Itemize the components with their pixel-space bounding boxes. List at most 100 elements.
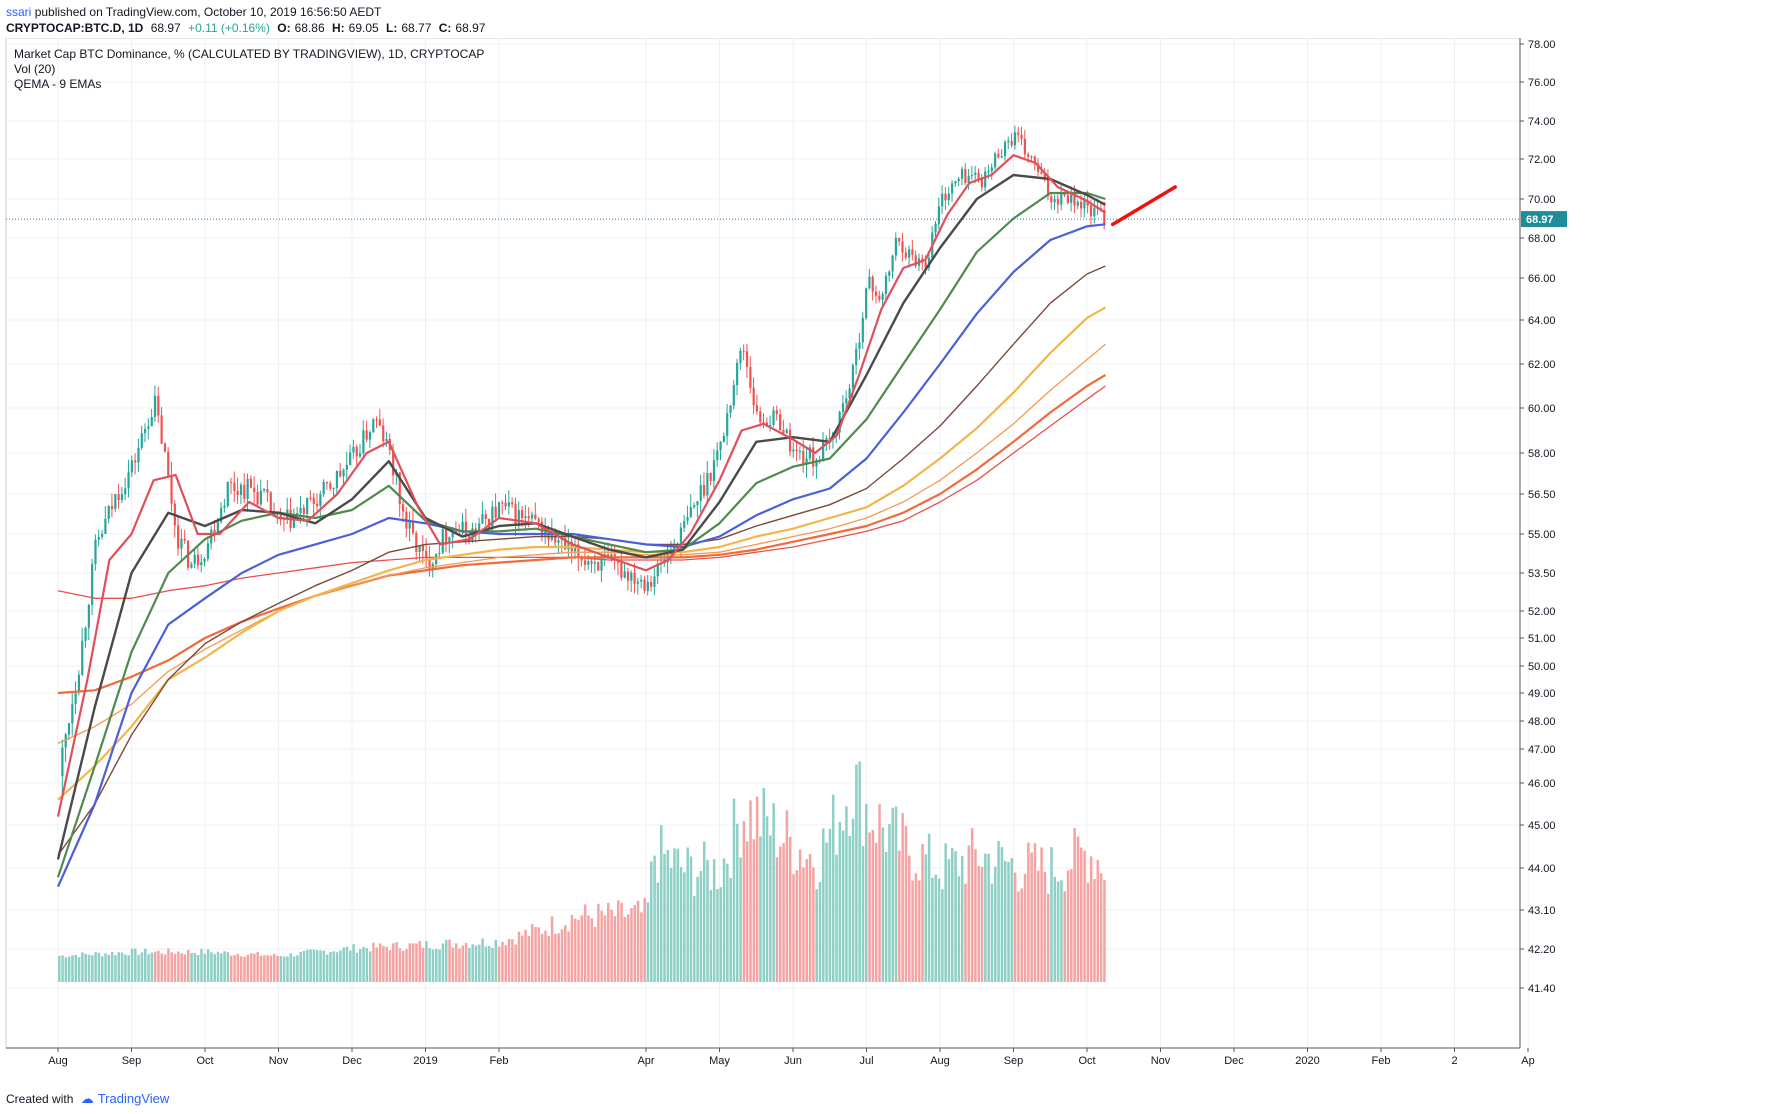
candle-body xyxy=(110,505,114,509)
price-tick-label: 47.00 xyxy=(1528,744,1556,756)
candle-body xyxy=(537,518,540,522)
symbol-name: CRYPTOCAP:BTC.D, 1D xyxy=(6,21,144,35)
candle-body xyxy=(1066,195,1069,203)
candle-body xyxy=(782,429,785,434)
volume-bar xyxy=(709,889,713,982)
volume-bar xyxy=(177,951,180,982)
legend-qema: QEMA - 9 EMAs xyxy=(14,77,101,91)
volume-bar xyxy=(491,947,494,982)
high-label: H: xyxy=(331,21,345,35)
candle-body xyxy=(1103,210,1106,224)
price-chart[interactable]: 78.00 76.00 74.00 72.00 70.00 68.00 66.00 64.00… xyxy=(0,38,1768,1088)
volume-bar xyxy=(841,830,845,982)
volume-bar xyxy=(656,882,660,982)
volume-bar xyxy=(127,955,130,982)
volume-bar xyxy=(752,839,756,982)
volume-bar xyxy=(501,941,504,982)
candle-body xyxy=(861,317,864,343)
volume-bar xyxy=(382,945,385,982)
candle-body xyxy=(874,291,878,296)
candle-body xyxy=(418,545,421,553)
volume-bar xyxy=(61,955,64,982)
candle-body xyxy=(253,487,256,493)
candle-body xyxy=(888,271,891,276)
candle-body xyxy=(398,472,401,505)
candle-body xyxy=(378,419,382,426)
volume-bar xyxy=(249,953,253,982)
volume-bar xyxy=(1093,879,1096,982)
candle-body xyxy=(802,450,805,465)
volume-bar xyxy=(368,951,372,982)
volume-bar xyxy=(306,949,309,982)
candle-body xyxy=(1007,140,1010,143)
candle-body xyxy=(150,416,153,427)
candle-body xyxy=(689,506,692,517)
candle-body xyxy=(220,507,223,522)
candle-body xyxy=(213,529,216,534)
price-axis[interactable]: 78.00 76.00 74.00 72.00 70.00 68.00 66.00 64.00… xyxy=(1519,38,1567,1048)
volume-bar xyxy=(335,952,339,982)
candle-body xyxy=(954,181,957,184)
volume-bar xyxy=(1083,850,1086,982)
tradingview-logo-icon[interactable]: ☁ xyxy=(80,1091,94,1106)
volume-bar xyxy=(653,855,656,982)
candle-body xyxy=(947,193,950,201)
price-tick-label: 56.50 xyxy=(1528,489,1556,501)
candle-body xyxy=(299,507,302,514)
volume-bar xyxy=(855,764,858,982)
time-axis[interactable]: Aug Sep Oct Nov Dec 2019 Feb Apr May Jun Jul Aug Sep… xyxy=(6,1047,1535,1067)
volume-bar xyxy=(339,950,342,982)
volume-bar xyxy=(947,859,951,982)
candle-body xyxy=(87,604,90,628)
volume-bar xyxy=(557,933,560,982)
volume-bar xyxy=(223,951,226,982)
tradingview-brand[interactable]: TradingView xyxy=(97,1091,170,1106)
volume-bar xyxy=(319,950,322,982)
volume-bar xyxy=(610,909,613,982)
volume-bar xyxy=(934,874,937,982)
volume-bar xyxy=(861,846,865,982)
candle-body xyxy=(206,543,210,559)
price-tick-label: 68.00 xyxy=(1528,233,1556,245)
volume-bar xyxy=(957,876,961,982)
volume-bar xyxy=(597,903,600,982)
volume-bar xyxy=(980,866,984,982)
candle-body xyxy=(438,552,441,554)
candle-body xyxy=(97,536,100,540)
candle-body xyxy=(329,483,332,489)
last-price-badge xyxy=(1521,211,1567,228)
volume-bar xyxy=(831,794,835,982)
volume-bar xyxy=(474,945,478,982)
candle-body xyxy=(415,533,418,553)
candle-body xyxy=(1043,173,1046,179)
legend: Market Cap BTC Dominance, % (CALCULATED … xyxy=(14,47,484,91)
candle-body xyxy=(845,398,848,404)
price-tick-label: 64.00 xyxy=(1528,315,1556,327)
volume-bar xyxy=(259,955,263,982)
candle-body xyxy=(524,516,527,519)
volume-bar xyxy=(851,818,855,982)
volume-bar xyxy=(630,908,633,982)
volume-bar xyxy=(623,917,627,982)
volume-bar xyxy=(769,835,772,982)
price-tick-label: 41.40 xyxy=(1528,983,1556,995)
candle-body xyxy=(1023,138,1026,155)
candle-body xyxy=(990,167,993,171)
volume-bar xyxy=(828,828,832,982)
volume-bar xyxy=(732,798,736,982)
volume-bar xyxy=(997,841,1000,982)
candle-body xyxy=(564,538,567,550)
volume-bar xyxy=(838,821,842,982)
candle-body xyxy=(557,540,560,543)
volume-bar xyxy=(745,841,749,982)
volume-bar xyxy=(798,849,802,982)
volume-bar xyxy=(325,954,329,982)
candle-body xyxy=(785,429,788,434)
candle-body xyxy=(249,478,253,488)
publisher-name[interactable]: ssari xyxy=(6,5,32,19)
created-with-text: Created with xyxy=(6,1092,74,1106)
candle-body xyxy=(984,171,987,188)
candle-body xyxy=(719,441,722,451)
candle-body xyxy=(487,518,491,528)
volume-bar xyxy=(352,944,355,982)
